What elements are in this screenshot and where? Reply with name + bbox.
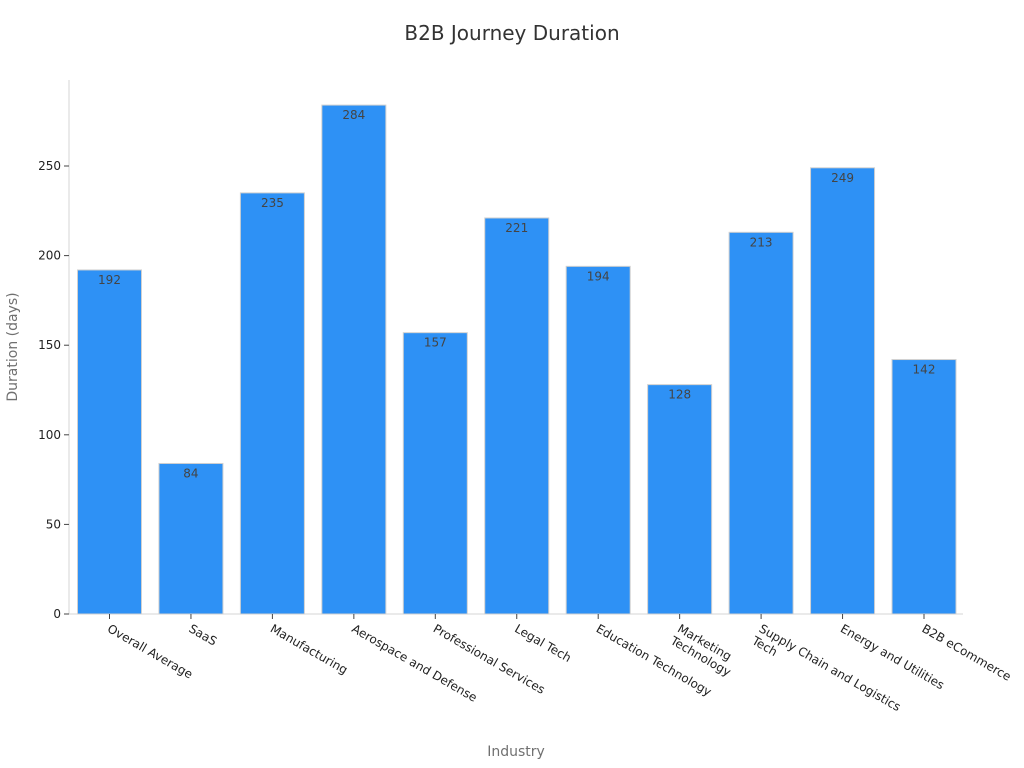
y-tick-label: 0 <box>53 607 61 621</box>
x-tick-label: Supply Chain and LogisticsTech <box>749 621 903 726</box>
bar-value-label: 142 <box>913 363 936 377</box>
x-tick-label: Manufacturing <box>268 621 350 677</box>
x-tick-label-line: Supply Chain and Logistics <box>757 621 904 714</box>
y-tick-label: 200 <box>38 249 61 263</box>
bar-value-label: 128 <box>668 388 691 402</box>
bar-value-label: 221 <box>505 221 528 235</box>
bar-value-label: 284 <box>342 108 365 122</box>
bar <box>647 384 713 615</box>
bar <box>565 265 631 615</box>
plot-area: 0 50 100 150 200 250 192 84 235 284 157 221 194 128 2… <box>38 80 1013 726</box>
chart-title: B2B Journey Duration <box>404 21 619 45</box>
bar-value-label: 84 <box>183 466 198 480</box>
bar <box>891 359 957 615</box>
data-labels: 192 84 235 284 157 221 194 128 213 249 142 <box>98 108 935 480</box>
y-axis-ticks: 0 50 100 150 200 250 <box>38 159 69 621</box>
bar <box>158 462 224 615</box>
bar-value-label: 235 <box>261 196 284 210</box>
bar-value-label: 157 <box>424 336 447 350</box>
x-tick-label-line: SaaS <box>186 621 219 648</box>
bar-value-label: 194 <box>587 269 610 283</box>
y-axis-title: Duration (days) <box>5 292 21 401</box>
x-tick-label: SaaS <box>186 621 219 648</box>
x-tick-label-line: Manufacturing <box>268 621 350 677</box>
bar <box>239 192 305 615</box>
bar <box>77 269 142 615</box>
y-tick-label: 150 <box>38 338 61 352</box>
bar <box>728 231 794 615</box>
x-tick-label: Overall Average <box>105 621 195 681</box>
y-tick-label: 100 <box>38 428 61 442</box>
x-tick-label: Legal Tech <box>512 621 573 665</box>
x-axis-title: Industry <box>487 744 545 760</box>
bar-value-label: 213 <box>750 235 773 249</box>
bar <box>484 217 550 615</box>
y-tick-label: 50 <box>46 517 61 531</box>
bars <box>77 104 957 615</box>
bar <box>402 332 468 615</box>
bar-value-label: 249 <box>831 171 854 185</box>
bar <box>810 167 876 615</box>
x-tick-label-line: Overall Average <box>105 621 195 681</box>
bar-value-label: 192 <box>98 273 121 287</box>
y-tick-label: 250 <box>38 159 61 173</box>
x-tick-label-line: Legal Tech <box>512 621 573 665</box>
bar <box>321 104 387 615</box>
